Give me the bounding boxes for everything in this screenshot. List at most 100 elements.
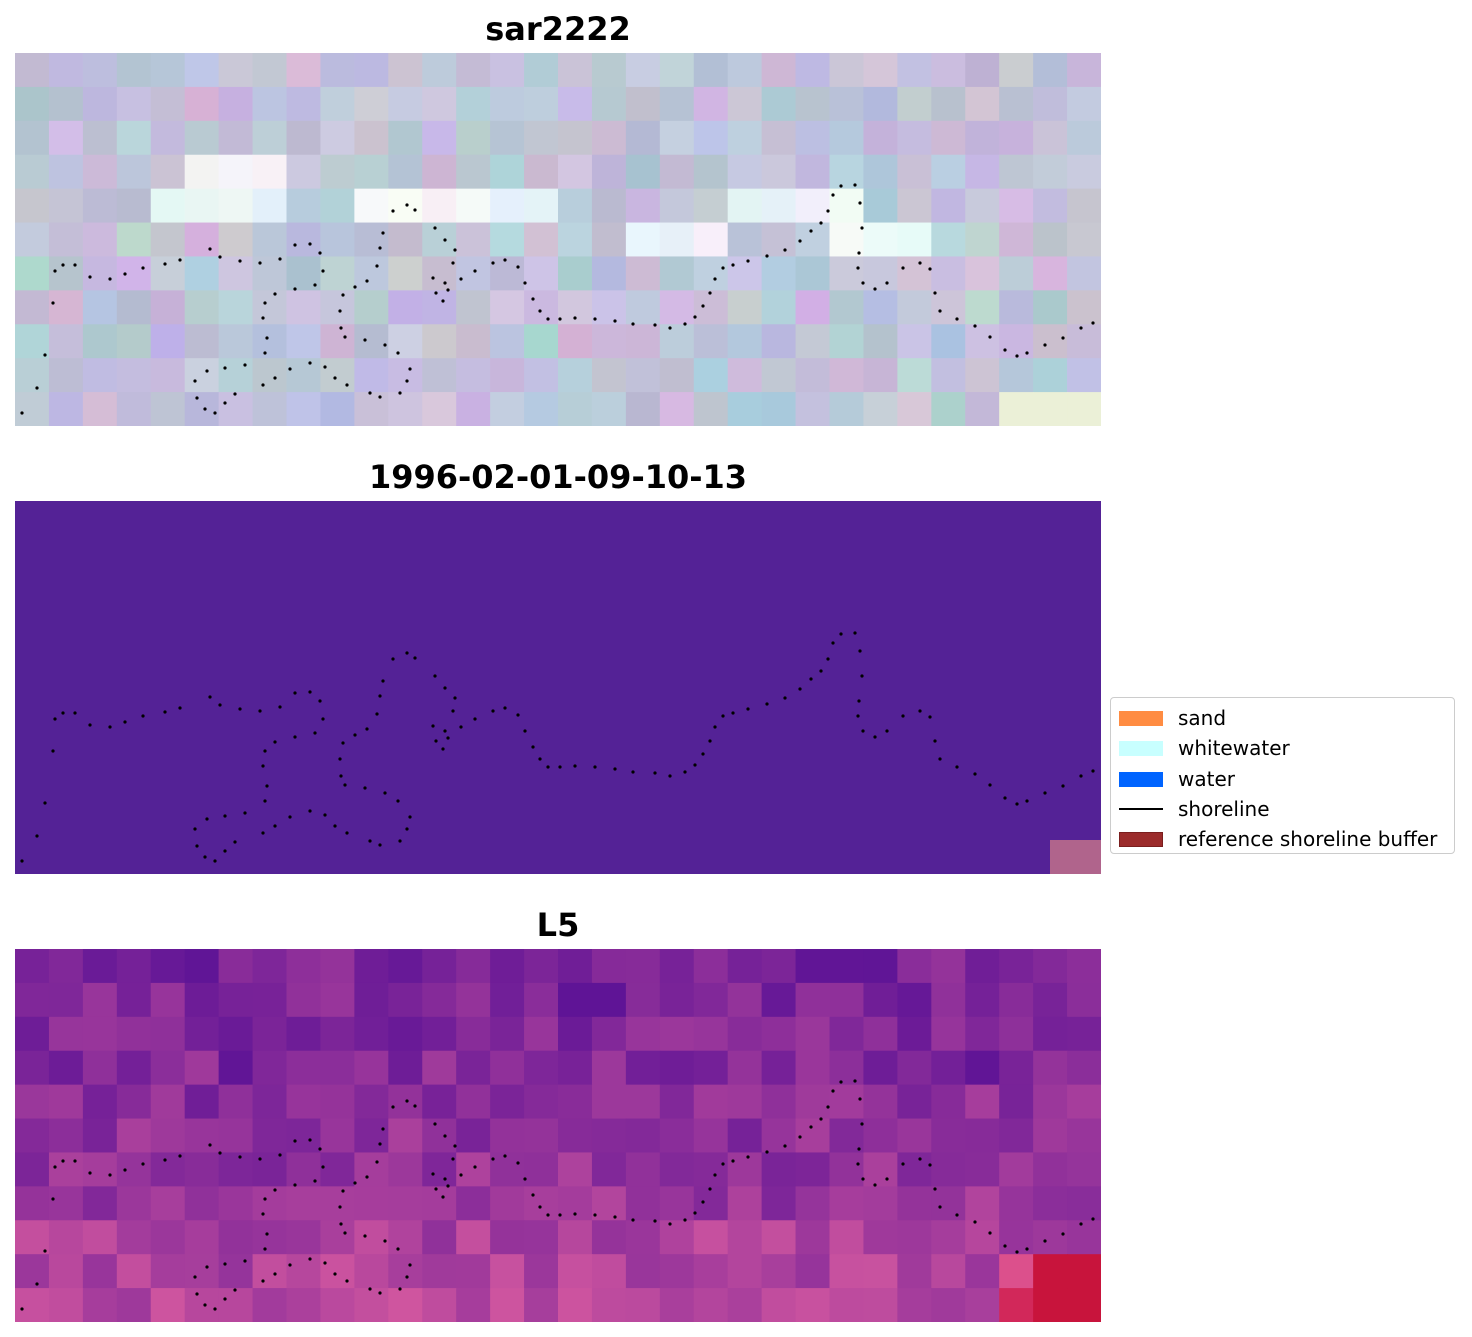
image-pixel [625,222,661,258]
image-pixel [218,949,254,984]
image-pixel [456,53,491,88]
image-pixel [863,392,898,426]
image-pixel [931,392,966,426]
shoreline-point [453,696,457,700]
shoreline-point [381,231,385,235]
image-pixel [150,256,186,291]
image-pixel [897,1288,932,1322]
shoreline-point [819,669,823,673]
shoreline-point [233,392,237,396]
image-pixel [1067,1084,1101,1120]
image-pixel [320,358,355,393]
image-pixel [829,324,865,359]
image-pixel [693,392,729,426]
image-pixel [625,1084,661,1120]
image-pixel [693,1152,729,1187]
image-pixel [795,1254,831,1289]
image-pixel [625,1220,661,1255]
image-pixel [693,1220,729,1255]
shoreline-point [918,709,922,713]
shoreline-point [375,1160,379,1164]
image-pixel [82,256,118,291]
image-pixel [1033,1016,1068,1052]
image-pixel [252,53,288,88]
image-pixel [116,1186,152,1221]
sand-swatch [1119,711,1163,726]
shoreline-point [88,1171,92,1175]
shoreline-point [433,226,437,230]
image-pixel [999,53,1034,88]
image-pixel [693,324,729,359]
shoreline-point [826,209,830,213]
image-pixel [1033,1050,1068,1086]
image-pixel [999,358,1034,393]
image-pixel [286,1118,322,1154]
image-pixel [727,120,763,156]
image-pixel [252,1220,288,1255]
image-pixel [693,154,729,190]
image-pixel [965,86,1000,122]
image-pixel [116,1084,152,1120]
shoreline-point [238,259,242,263]
image-pixel [625,324,661,359]
image-pixel [999,949,1034,984]
image-pixel [422,290,457,325]
shoreline-point [938,757,942,761]
shoreline-point [446,736,450,740]
image-pixel [625,1050,661,1086]
shoreline-point [593,317,597,321]
image-pixel [422,188,457,224]
image-pixel [965,982,1000,1018]
image-pixel [524,1050,559,1086]
shoreline-point [538,1205,542,1209]
shoreline-point [826,657,830,661]
shoreline-point [853,1079,857,1083]
image-pixel [795,256,831,291]
image-pixel [558,1084,593,1120]
image-pixel [965,188,1000,224]
image-pixel [829,1254,865,1289]
shoreline-point [261,1279,265,1283]
image-pixel [48,1118,84,1154]
image-pixel [320,1118,355,1154]
image-pixel [999,392,1034,426]
image-pixel [829,358,865,393]
shoreline-point [873,1183,877,1187]
image-pixel [15,1084,50,1120]
image-pixel [354,222,389,258]
image-pixel [1067,358,1101,393]
image-pixel [150,290,186,325]
shoreline-point [208,1143,212,1147]
image-pixel [1033,1186,1068,1221]
image-pixel [116,324,152,359]
image-pixel [48,949,84,984]
shoreline-point [333,1272,337,1276]
image-pixel [999,256,1034,291]
shoreline-point [503,706,507,710]
image-pixel [286,120,322,156]
image-pixel [48,324,84,359]
image-pixel [184,120,220,156]
image-pixel [320,188,355,224]
image-pixel [1033,120,1068,156]
image-pixel [82,949,118,984]
shoreline-point [108,277,112,281]
classified-image-panel [15,501,1101,874]
shoreline-point [683,1218,687,1222]
image-pixel [15,53,50,88]
image-pixel [659,1084,695,1120]
image-pixel [965,1152,1000,1187]
image-pixel [388,324,423,359]
image-pixel [184,358,220,393]
image-pixel [150,324,186,359]
image-pixel [456,1084,491,1120]
shoreline-point [265,784,269,788]
image-pixel [558,982,593,1018]
image-pixel [82,290,118,325]
shoreline-point [546,1213,550,1217]
shoreline-point [408,367,412,371]
legend-item-sand: sand [1111,701,1454,731]
shoreline-point [308,809,312,813]
image-pixel [116,1016,152,1052]
image-pixel [897,154,932,190]
